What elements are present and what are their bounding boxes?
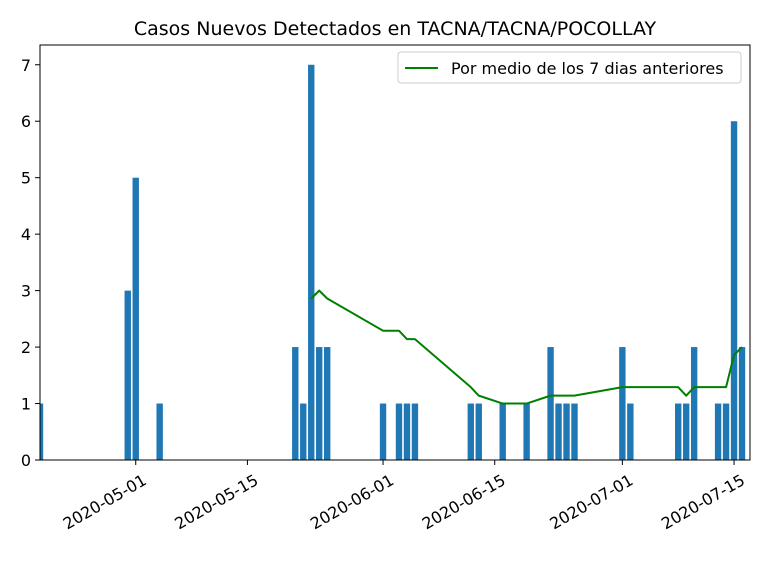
bar: [555, 403, 562, 460]
bar-series: [40, 64, 746, 460]
bar: [292, 347, 299, 460]
y-axis: 0 1 2 3 4 5 6 7: [21, 56, 40, 470]
average-line: [310, 289, 743, 405]
bar: [395, 403, 403, 460]
legend: Por medio de los 7 dias anteriores: [397, 51, 742, 84]
bar: [300, 403, 307, 460]
y-tick-label: 0: [21, 451, 31, 470]
bar: [563, 403, 570, 460]
legend-label: Por medio de los 7 dias anteriores: [451, 59, 724, 78]
bar: [316, 347, 323, 460]
chart-title: Casos Nuevos Detectados en TACNA/TACNA/P…: [134, 18, 657, 40]
bar: [690, 347, 698, 460]
bar: [411, 403, 419, 460]
bar: [379, 403, 387, 460]
bar: [675, 403, 682, 460]
bar: [475, 403, 482, 460]
bar: [124, 290, 131, 460]
bar: [627, 403, 634, 460]
bar: [619, 347, 626, 460]
bar: [156, 403, 163, 460]
y-tick-label: 3: [21, 282, 31, 301]
y-tick-label: 2: [21, 338, 31, 357]
bar: [132, 177, 139, 460]
bar: [403, 403, 411, 460]
bar: [571, 403, 578, 460]
bar: [308, 64, 315, 460]
bar: [682, 403, 690, 460]
bar: [738, 347, 746, 460]
bar: [722, 403, 730, 460]
y-tick-label: 7: [21, 56, 31, 75]
bar: [730, 121, 738, 460]
bar: [324, 347, 331, 460]
legend-box: [397, 51, 742, 84]
y-tick-label: 6: [21, 112, 31, 131]
y-tick-label: 5: [21, 169, 31, 188]
bar: [523, 403, 530, 460]
plot-frame: [39, 44, 751, 461]
bar: [547, 347, 554, 460]
bar: [499, 403, 506, 460]
y-tick-label: 4: [21, 225, 31, 244]
y-tick-label: 1: [21, 395, 31, 414]
bar: [714, 403, 722, 460]
bar: [467, 403, 474, 460]
bar: [40, 403, 44, 460]
line-series: [310, 289, 743, 405]
